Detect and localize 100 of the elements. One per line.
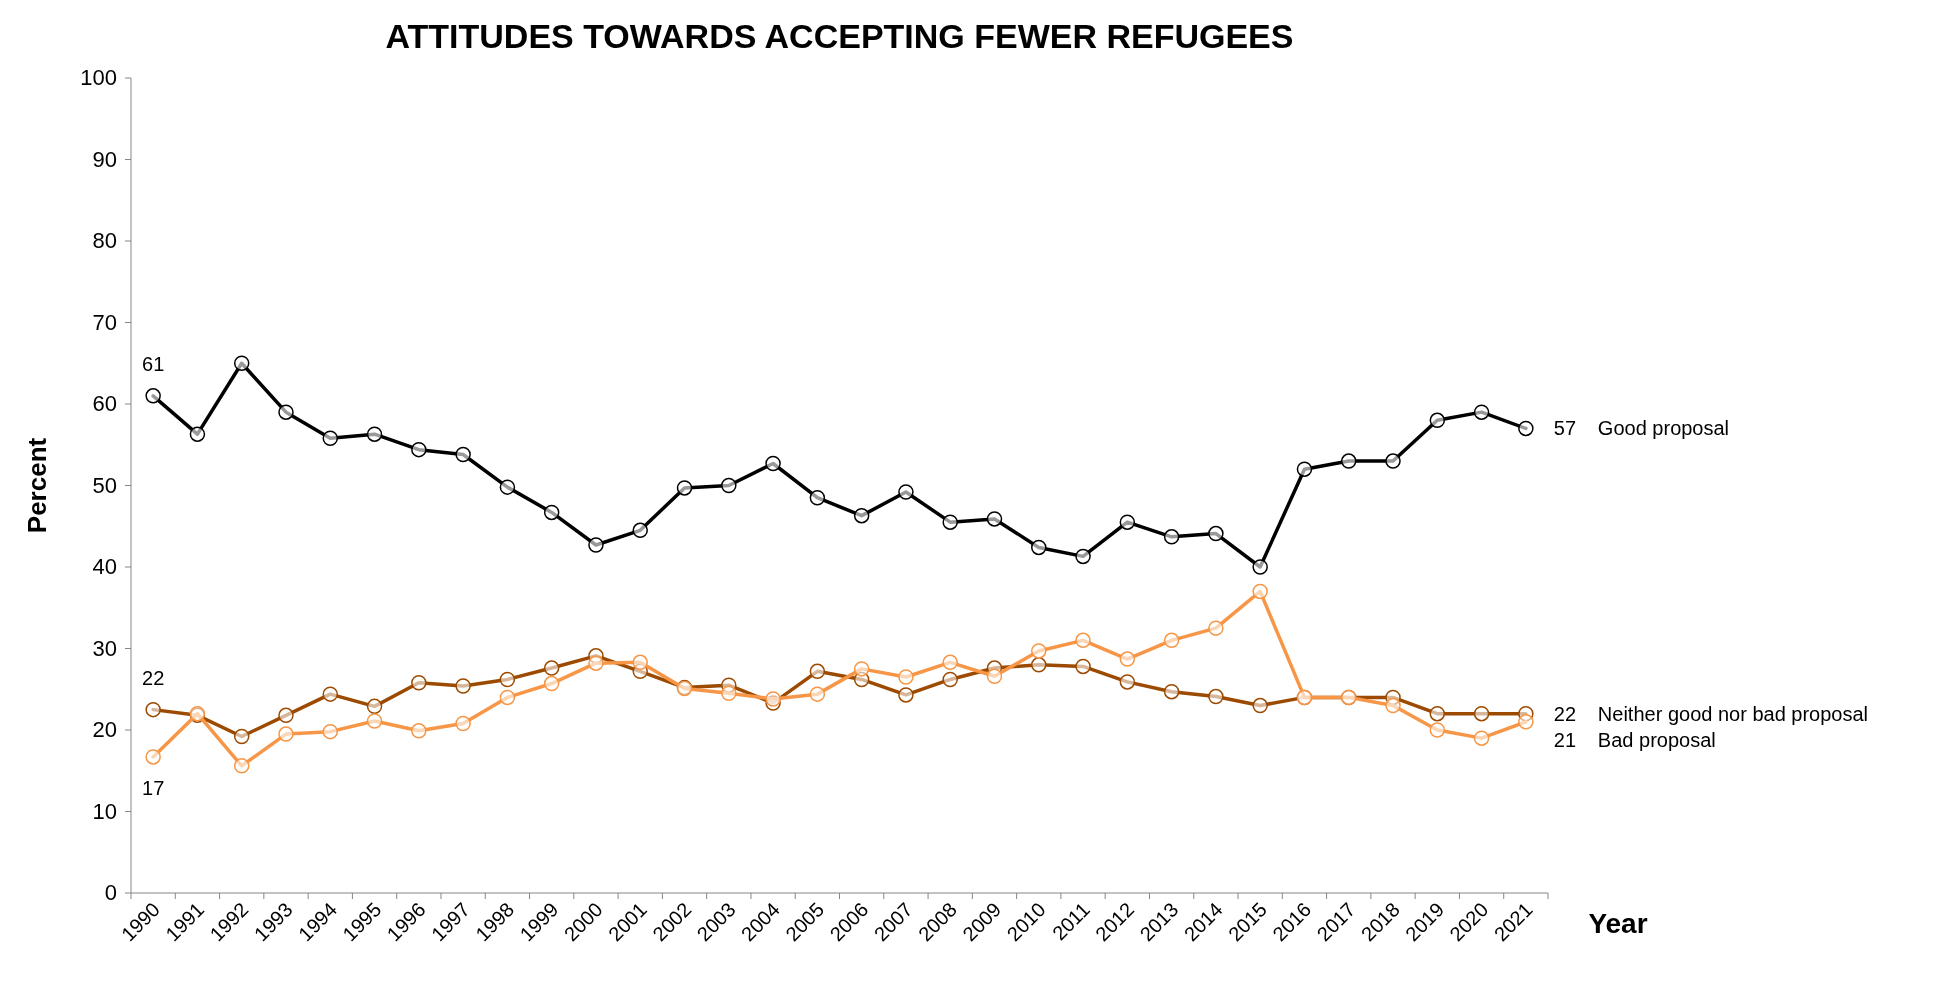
point: [1296, 461, 1313, 477]
point: [721, 477, 737, 494]
point: [898, 669, 914, 685]
point: [632, 522, 648, 539]
point: [1119, 651, 1136, 667]
point: [1031, 539, 1047, 556]
point: [1208, 620, 1224, 636]
point: [1163, 529, 1180, 545]
point: [1208, 525, 1224, 542]
point: [809, 686, 826, 702]
point: [1031, 643, 1047, 659]
point: [1252, 583, 1268, 600]
data-label: 22: [142, 666, 165, 689]
y-tick-label: 0: [104, 880, 117, 905]
data-label: 21: [1553, 728, 1577, 751]
point: [278, 404, 294, 420]
point: [1385, 453, 1401, 469]
point: [1385, 697, 1401, 714]
point: [322, 430, 339, 446]
point: [366, 698, 383, 715]
y-tick-label: 70: [92, 309, 117, 335]
point: [543, 504, 560, 521]
y-tick-label: 40: [92, 554, 117, 579]
point: [499, 689, 516, 706]
point: [1473, 730, 1490, 746]
point: [765, 455, 781, 472]
y-tick-label: 20: [92, 717, 117, 742]
point: [322, 723, 339, 740]
point: [809, 663, 826, 680]
point: [853, 661, 870, 677]
point: [1429, 722, 1446, 738]
point: [455, 678, 471, 694]
point: [233, 355, 250, 371]
point: [366, 713, 383, 729]
point: [455, 715, 471, 732]
data-label: 22: [1553, 702, 1577, 725]
point: [1031, 657, 1047, 673]
point: [145, 749, 161, 765]
point: [986, 511, 1003, 527]
point: [1429, 412, 1446, 429]
point: [543, 675, 560, 692]
point: [411, 441, 427, 458]
y-tick-label: 10: [92, 798, 117, 824]
point: [1518, 420, 1534, 437]
x-axis-title: Year: [1588, 908, 1648, 939]
point: [233, 758, 250, 774]
point: [853, 507, 870, 524]
point: [1252, 697, 1268, 714]
point: [1340, 453, 1357, 469]
point: [942, 514, 958, 530]
point: [233, 728, 250, 745]
data-label: 61: [142, 352, 165, 375]
point: [898, 484, 914, 500]
y-tick-label: 30: [92, 635, 117, 661]
y-tick-label: 90: [92, 146, 117, 172]
point: [543, 660, 560, 676]
point: [942, 654, 958, 671]
point: [1075, 548, 1091, 565]
text: Neither good nor bad proposal: [1597, 702, 1869, 725]
point: [632, 654, 648, 671]
point: [1518, 714, 1534, 730]
point: [1473, 705, 1490, 722]
text: Bad proposal: [1597, 728, 1716, 751]
data-label: 57: [1553, 417, 1577, 440]
point: [278, 707, 294, 724]
y-tick-label: 100: [80, 65, 117, 90]
y-tick-label: 80: [92, 228, 117, 253]
point: [1473, 404, 1490, 420]
point: [1075, 632, 1091, 649]
point: [809, 489, 826, 506]
point: [145, 701, 161, 718]
point: [1119, 514, 1136, 530]
point: [189, 426, 206, 442]
point: [145, 388, 161, 404]
point: [499, 479, 516, 495]
point: [1429, 705, 1446, 722]
point: [588, 537, 604, 553]
point: [455, 446, 471, 463]
point: [1075, 658, 1091, 675]
chart-title: ATTITUDES TOWARDS ACCEPTING FEWER REFUGEES: [385, 17, 1294, 55]
point: [1163, 632, 1180, 649]
data-label: 17: [142, 776, 165, 799]
point: [1163, 683, 1180, 700]
point: [676, 480, 693, 496]
point: [411, 723, 427, 739]
point: [898, 687, 914, 703]
y-tick-label: 50: [92, 472, 117, 498]
point: [721, 685, 737, 702]
point: [1208, 688, 1224, 705]
point: [278, 726, 294, 742]
point: [1252, 559, 1268, 575]
text: Good proposal: [1597, 417, 1730, 440]
y-tick-label: 60: [92, 391, 117, 416]
point: [765, 691, 781, 707]
point: [411, 674, 427, 691]
point: [588, 655, 604, 671]
point: [1119, 674, 1136, 690]
point: [322, 686, 339, 702]
point: [942, 671, 958, 688]
point: [499, 671, 516, 688]
